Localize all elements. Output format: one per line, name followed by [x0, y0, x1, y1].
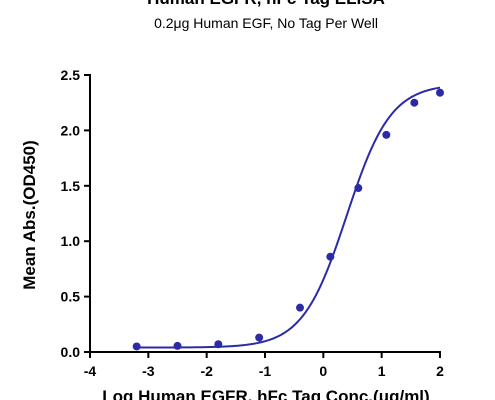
data-point	[173, 341, 182, 350]
data-point	[326, 252, 335, 261]
fit-curve-layer	[136, 86, 441, 349]
data-point	[382, 130, 391, 139]
ticks: 0.0 0.5 1.0 1.5 2.0 2.5 -4 -3 -2 -1 0 1 2	[61, 67, 445, 379]
chart-title: Human EGFR, hFc Tag ELISA	[147, 0, 385, 8]
chart-subtitle: 0.2μg Human EGF, No Tag Per Well	[154, 15, 378, 31]
x-tick-label: 0	[319, 363, 327, 379]
x-tick-label: 1	[378, 363, 386, 379]
y-tick-label: 0.0	[61, 344, 81, 360]
data-point	[436, 88, 444, 97]
y-tick-label: 1.0	[61, 233, 81, 249]
data-point	[296, 303, 304, 312]
x-tick-label: -3	[142, 363, 155, 379]
data-points-layer	[132, 88, 444, 351]
x-tick-label: -4	[84, 363, 97, 379]
x-tick-label: 2	[436, 363, 444, 379]
data-point	[255, 333, 264, 342]
data-point	[354, 184, 363, 193]
x-tick-label: -1	[259, 363, 272, 379]
data-point	[214, 340, 223, 349]
y-tick-label: 0.5	[61, 289, 81, 305]
axes	[89, 74, 441, 353]
y-axis-title: Mean Abs.(OD450)	[20, 140, 39, 290]
x-axis-title: Log Human EGFR, hFc Tag Conc.(μg/ml)	[102, 387, 429, 400]
data-point	[410, 98, 419, 107]
data-point	[132, 342, 141, 351]
y-tick-label: 2.0	[61, 122, 81, 138]
fit-curve	[136, 86, 441, 349]
y-tick-label: 2.5	[61, 67, 81, 83]
x-tick-label: -2	[200, 363, 213, 379]
y-tick-label: 1.5	[61, 178, 81, 194]
